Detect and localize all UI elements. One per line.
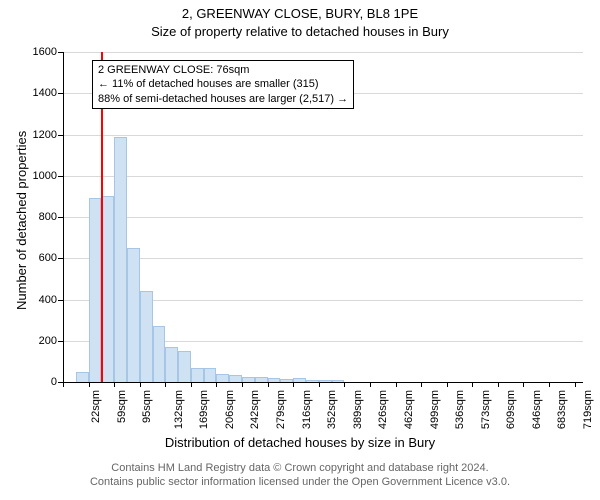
x-tick-label: 316sqm: [301, 390, 313, 429]
histogram-bar: [216, 374, 229, 382]
x-tick-mark: [498, 382, 499, 387]
x-tick-label: 426sqm: [378, 390, 390, 429]
x-tick-mark: [140, 382, 141, 387]
x-tick-label: 646sqm: [531, 390, 543, 429]
x-tick-label: 206sqm: [224, 390, 236, 429]
y-tick-label: 200: [0, 335, 57, 347]
x-tick-mark: [523, 382, 524, 387]
histogram-bar: [191, 368, 204, 382]
y-tick-label: 1600: [0, 46, 57, 58]
annotation-line: 2 GREENWAY CLOSE: 76sqm: [98, 63, 348, 77]
x-tick-mark: [370, 382, 371, 387]
x-tick-label: 95sqm: [141, 390, 153, 423]
y-tick-label: 1000: [0, 170, 57, 182]
x-tick-mark: [396, 382, 397, 387]
annotation-line: ← 11% of detached houses are smaller (31…: [98, 77, 348, 91]
histogram-bar: [229, 375, 242, 382]
x-tick-label: 59sqm: [116, 390, 128, 423]
chart-title: 2, GREENWAY CLOSE, BURY, BL8 1PE: [0, 6, 600, 21]
histogram-bar: [140, 291, 153, 382]
x-tick-label: 462sqm: [403, 390, 415, 429]
x-tick-mark: [549, 382, 550, 387]
histogram-bar: [153, 326, 166, 382]
y-axis-line: [63, 52, 64, 382]
histogram-bar: [178, 351, 191, 382]
x-tick-mark: [268, 382, 269, 387]
x-tick-label: 683sqm: [557, 390, 569, 429]
x-tick-mark: [344, 382, 345, 387]
histogram-bar: [76, 372, 89, 382]
grid-line: [63, 52, 583, 53]
x-tick-label: 389sqm: [352, 390, 364, 429]
histogram-bar: [101, 196, 114, 382]
x-tick-mark: [242, 382, 243, 387]
histogram-bar: [127, 248, 140, 382]
x-tick-label: 242sqm: [250, 390, 262, 429]
annotation-box: 2 GREENWAY CLOSE: 76sqm← 11% of detached…: [92, 60, 354, 109]
x-axis-label: Distribution of detached houses by size …: [0, 435, 600, 450]
x-tick-label: 132sqm: [173, 390, 185, 429]
x-tick-label: 609sqm: [505, 390, 517, 429]
x-tick-label: 499sqm: [429, 390, 441, 429]
x-tick-mark: [165, 382, 166, 387]
footer-line-2: Contains public sector information licen…: [0, 476, 600, 490]
chart-subtitle: Size of property relative to detached ho…: [0, 24, 600, 39]
x-tick-mark: [447, 382, 448, 387]
x-axis-line: [63, 382, 583, 383]
histogram-bar: [165, 347, 178, 382]
x-tick-label: 169sqm: [198, 390, 210, 429]
x-tick-mark: [216, 382, 217, 387]
x-tick-label: 352sqm: [326, 390, 338, 429]
x-tick-mark: [293, 382, 294, 387]
annotation-line: 88% of semi-detached houses are larger (…: [98, 92, 348, 106]
y-tick-label: 600: [0, 252, 57, 264]
x-tick-mark: [472, 382, 473, 387]
x-tick-mark: [191, 382, 192, 387]
x-tick-mark: [89, 382, 90, 387]
histogram-bar: [204, 368, 217, 382]
grid-line: [63, 258, 583, 259]
y-tick-label: 1200: [0, 129, 57, 141]
x-tick-mark: [421, 382, 422, 387]
grid-line: [63, 217, 583, 218]
y-tick-label: 800: [0, 211, 57, 223]
grid-line: [63, 135, 583, 136]
x-tick-mark: [114, 382, 115, 387]
x-tick-mark: [63, 382, 64, 387]
x-tick-mark: [575, 382, 576, 387]
x-tick-label: 719sqm: [582, 390, 594, 429]
x-tick-label: 536sqm: [454, 390, 466, 429]
grid-line: [63, 176, 583, 177]
histogram-bar: [89, 198, 102, 382]
x-tick-mark: [319, 382, 320, 387]
x-tick-label: 22sqm: [90, 390, 102, 423]
footer-line-1: Contains HM Land Registry data © Crown c…: [0, 462, 600, 476]
histogram-bar: [114, 137, 127, 382]
x-tick-label: 279sqm: [275, 390, 287, 429]
chart-footer: Contains HM Land Registry data © Crown c…: [0, 462, 600, 490]
y-tick-label: 400: [0, 294, 57, 306]
x-tick-label: 573sqm: [480, 390, 492, 429]
y-tick-label: 0: [0, 376, 57, 388]
y-tick-label: 1400: [0, 87, 57, 99]
